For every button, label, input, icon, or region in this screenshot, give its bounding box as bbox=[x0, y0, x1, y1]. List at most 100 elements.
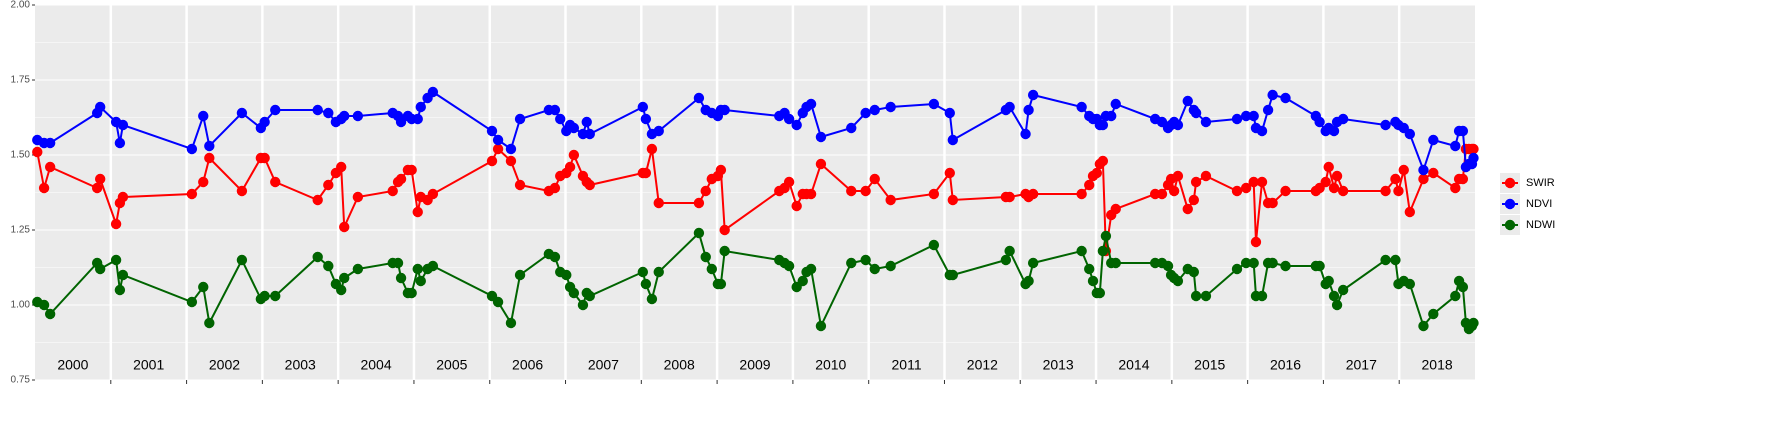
point bbox=[1020, 128, 1031, 140]
point bbox=[114, 284, 126, 296]
point bbox=[700, 251, 711, 263]
point bbox=[555, 113, 566, 125]
point bbox=[715, 278, 727, 290]
point bbox=[549, 104, 561, 116]
point bbox=[869, 173, 880, 185]
point bbox=[204, 152, 215, 164]
point bbox=[204, 140, 215, 152]
point bbox=[783, 260, 795, 272]
point bbox=[1240, 257, 1252, 269]
year-label: 2018 bbox=[1422, 357, 1453, 373]
point bbox=[114, 137, 126, 149]
point bbox=[270, 104, 281, 116]
point bbox=[1262, 104, 1274, 116]
point bbox=[427, 260, 439, 272]
point bbox=[44, 161, 56, 173]
point bbox=[885, 260, 896, 272]
point bbox=[352, 110, 364, 122]
year-label: 2003 bbox=[285, 357, 316, 373]
point bbox=[568, 122, 580, 134]
point bbox=[323, 107, 334, 119]
point bbox=[387, 185, 398, 197]
point bbox=[1200, 170, 1212, 182]
y-tick-label: 1.75 bbox=[11, 75, 31, 86]
point bbox=[406, 287, 417, 299]
point bbox=[186, 143, 198, 155]
point bbox=[1004, 245, 1015, 257]
point bbox=[564, 161, 576, 173]
legend-key-point bbox=[1504, 177, 1516, 189]
point bbox=[94, 101, 106, 113]
point bbox=[561, 269, 572, 281]
point bbox=[815, 320, 827, 332]
point bbox=[646, 143, 658, 155]
point bbox=[1097, 245, 1109, 257]
point bbox=[1091, 167, 1103, 179]
y-tick-label: 1.50 bbox=[11, 150, 31, 161]
point bbox=[117, 119, 129, 131]
point bbox=[1168, 185, 1180, 197]
year-label: 2009 bbox=[739, 357, 770, 373]
point bbox=[1097, 155, 1109, 167]
point bbox=[791, 200, 802, 212]
point bbox=[944, 107, 955, 119]
point bbox=[1027, 188, 1039, 200]
point bbox=[860, 107, 871, 119]
point bbox=[492, 296, 504, 308]
point bbox=[719, 245, 730, 257]
point bbox=[805, 98, 817, 110]
point bbox=[805, 263, 817, 275]
y-tick-label: 1.00 bbox=[11, 300, 31, 311]
point bbox=[1404, 128, 1416, 140]
point bbox=[94, 173, 106, 185]
point bbox=[1097, 119, 1109, 131]
point bbox=[1004, 101, 1015, 113]
point bbox=[1248, 176, 1259, 188]
point bbox=[1162, 260, 1174, 272]
point bbox=[1390, 173, 1401, 185]
point bbox=[1404, 206, 1416, 218]
point bbox=[352, 263, 364, 275]
point bbox=[885, 194, 896, 206]
legend-key-point bbox=[1504, 219, 1516, 231]
point bbox=[640, 278, 652, 290]
point bbox=[1100, 230, 1112, 242]
point bbox=[1457, 281, 1469, 293]
point bbox=[1231, 185, 1243, 197]
point bbox=[117, 269, 129, 281]
legend-label: SWIR bbox=[1526, 177, 1555, 189]
point bbox=[783, 176, 795, 188]
point bbox=[1172, 275, 1184, 287]
point bbox=[1094, 287, 1106, 299]
point bbox=[1468, 317, 1479, 329]
point bbox=[1450, 182, 1461, 194]
point bbox=[198, 176, 209, 188]
point bbox=[700, 185, 711, 197]
point bbox=[1328, 125, 1340, 137]
point bbox=[1450, 140, 1461, 152]
point bbox=[693, 92, 705, 104]
point bbox=[1418, 164, 1429, 176]
point bbox=[869, 104, 880, 116]
point bbox=[412, 206, 423, 218]
point bbox=[259, 290, 270, 302]
point bbox=[885, 101, 896, 113]
point bbox=[395, 173, 407, 185]
point bbox=[1231, 263, 1243, 275]
point bbox=[492, 143, 504, 155]
point bbox=[505, 317, 517, 329]
point bbox=[1328, 290, 1340, 302]
point bbox=[1468, 143, 1479, 155]
point bbox=[1337, 185, 1349, 197]
point bbox=[1428, 167, 1439, 179]
point bbox=[259, 116, 270, 128]
point bbox=[1256, 125, 1268, 137]
point bbox=[715, 164, 727, 176]
point bbox=[395, 272, 407, 284]
point bbox=[1267, 89, 1278, 101]
point bbox=[693, 197, 705, 209]
point bbox=[1172, 119, 1184, 131]
point bbox=[947, 134, 959, 146]
point bbox=[415, 275, 426, 287]
